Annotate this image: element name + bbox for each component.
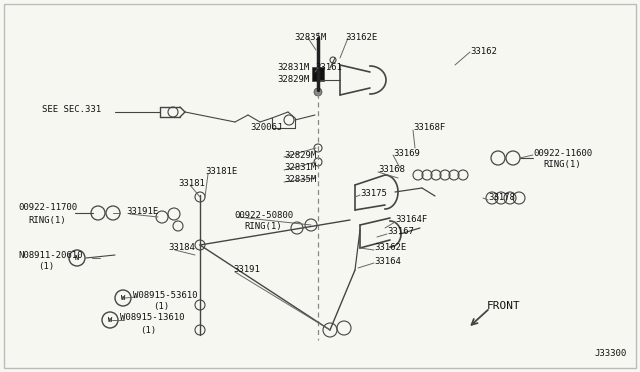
Text: 33167: 33167 xyxy=(387,228,414,237)
Text: 33162E: 33162E xyxy=(345,33,377,42)
Text: 32829M: 32829M xyxy=(277,76,309,84)
Text: 33164F: 33164F xyxy=(395,215,428,224)
Text: 33191E: 33191E xyxy=(126,208,158,217)
Text: W08915-13610: W08915-13610 xyxy=(120,314,184,323)
Text: (1): (1) xyxy=(153,302,169,311)
Text: 33181E: 33181E xyxy=(205,167,237,176)
Text: W08915-53610: W08915-53610 xyxy=(133,291,198,299)
Text: 32831M: 32831M xyxy=(277,64,309,73)
Text: 33191: 33191 xyxy=(233,266,260,275)
Text: (1): (1) xyxy=(38,263,54,272)
Text: SEE SEC.331: SEE SEC.331 xyxy=(42,106,101,115)
Text: 32835M: 32835M xyxy=(284,176,316,185)
Text: 00922-11600: 00922-11600 xyxy=(533,148,592,157)
Text: FRONT: FRONT xyxy=(487,301,521,311)
Text: 33162: 33162 xyxy=(470,48,497,57)
Text: J33300: J33300 xyxy=(594,349,627,357)
Text: 33168F: 33168F xyxy=(413,124,445,132)
Text: W: W xyxy=(121,295,125,301)
Text: 33184: 33184 xyxy=(168,244,195,253)
Text: RING(1): RING(1) xyxy=(543,160,580,170)
Text: RING(1): RING(1) xyxy=(244,222,282,231)
Text: 32006J: 32006J xyxy=(250,124,282,132)
Text: (1): (1) xyxy=(140,326,156,334)
Text: 33168: 33168 xyxy=(378,166,405,174)
Text: W: W xyxy=(108,317,112,323)
Text: 00922-50800: 00922-50800 xyxy=(234,211,293,219)
Circle shape xyxy=(314,88,322,96)
Text: 33175: 33175 xyxy=(360,189,387,198)
Text: N: N xyxy=(75,255,79,261)
Text: N08911-20610: N08911-20610 xyxy=(18,250,83,260)
Text: 33162E: 33162E xyxy=(374,244,406,253)
Text: 32829M: 32829M xyxy=(284,151,316,160)
Text: 00922-11700: 00922-11700 xyxy=(18,203,77,212)
Text: 33161: 33161 xyxy=(315,64,342,73)
Text: 33164: 33164 xyxy=(374,257,401,266)
Text: 33169: 33169 xyxy=(393,148,420,157)
Text: 33178: 33178 xyxy=(488,193,515,202)
Text: 32831M: 32831M xyxy=(284,164,316,173)
Text: 32835M: 32835M xyxy=(294,33,326,42)
Bar xyxy=(312,67,324,81)
Text: RING(1): RING(1) xyxy=(28,215,66,224)
Text: 33181: 33181 xyxy=(178,179,205,187)
